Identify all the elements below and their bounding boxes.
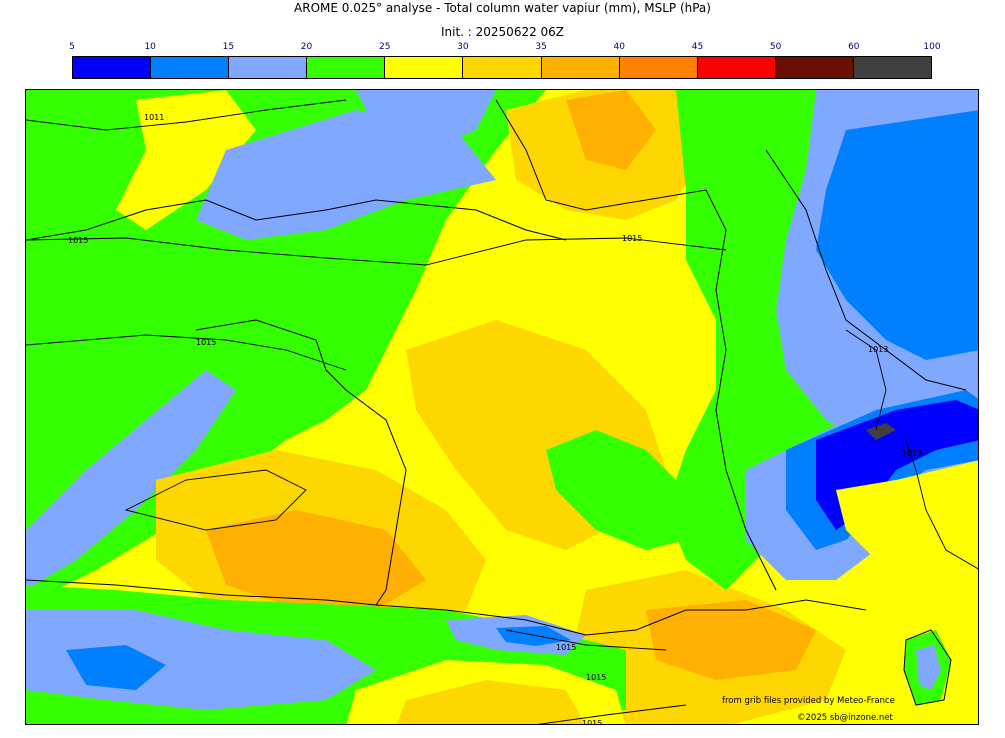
colorbar-segment	[853, 57, 932, 78]
colorbar-tick-label: 45	[691, 42, 704, 52]
isobar-label: 1015	[556, 643, 576, 652]
colorbar-tick-label: 30	[457, 42, 469, 52]
init-time: Init. : 20250622 06Z	[440, 25, 565, 39]
isobar-label: 1015	[586, 673, 606, 682]
colorbar-segment	[541, 57, 620, 78]
isobar-label: 1013	[868, 345, 888, 354]
field-20-25-massif	[546, 430, 686, 550]
map-title: AROME 0.025° analyse - Total column wate…	[294, 1, 711, 15]
colorbar-tick-label: 20	[300, 42, 313, 52]
colorbar-segment	[229, 57, 308, 78]
colorbar-tick-label: 25	[378, 42, 391, 52]
water-vapour-map: 1011 1015 1015 1015 1013 1013 1015 1015 …	[26, 90, 978, 725]
isobar-labels: 1011 1015 1015 1015 1013 1013 1015 1015 …	[68, 113, 922, 725]
field-25-30-italy	[836, 460, 978, 590]
field-10-15-east	[816, 110, 978, 360]
isobar-label: 1015	[68, 236, 88, 245]
colorbar-tick-label: 40	[613, 42, 625, 52]
isobar-label: 1015	[622, 234, 642, 243]
isobar-label: 1011	[144, 113, 164, 122]
isobar-label: 1013	[902, 449, 922, 458]
field-35-40-southwest	[206, 510, 426, 610]
colorbar-tick-label: 50	[769, 42, 782, 52]
map-panel: 1011 1015 1015 1015 1013 1013 1015 1015 …	[25, 89, 979, 725]
colorbar-segment	[73, 57, 152, 78]
copyright-credit: ©2025 sb@inzone.net	[797, 713, 893, 723]
colorbar-tick-label: 10	[144, 42, 156, 52]
field-15-20-atlantic	[26, 370, 236, 590]
field-15-20-north	[356, 90, 496, 150]
field-25-30-north	[116, 90, 256, 230]
field-35-40-north	[566, 90, 656, 170]
colorbar-tick-label: 5	[69, 42, 75, 52]
colorbar-segment	[697, 57, 776, 78]
field-15-20-corsica	[916, 645, 941, 690]
data-source-credit: from grib files provided by Meteo-France	[722, 696, 895, 706]
colorbar-tick-label: 100	[923, 42, 941, 52]
colorbar	[72, 56, 932, 79]
colorbar-segment	[151, 57, 230, 78]
field-10-15-pyrenees	[496, 626, 571, 646]
isobar-label: 1015	[582, 719, 602, 725]
field-10-15-spain	[66, 645, 166, 690]
colorbar-tick-label: 60	[848, 42, 860, 52]
coastlines	[26, 99, 967, 706]
colorbar-segment	[463, 57, 542, 78]
field-30-35-ebro	[396, 680, 585, 724]
isobar-label: 1015	[196, 338, 216, 347]
field-35-40-mediterranean	[646, 600, 816, 680]
colorbar-segment	[619, 57, 698, 78]
field-gt-60-alps	[866, 423, 896, 440]
colorbar-segment	[385, 57, 464, 78]
colorbar-tick-label: 35	[535, 42, 547, 52]
isobar-lines	[26, 99, 978, 724]
colorbar-segment	[307, 57, 386, 78]
colorbar-segment	[775, 57, 854, 78]
colorbar-tick-label: 15	[222, 42, 235, 52]
